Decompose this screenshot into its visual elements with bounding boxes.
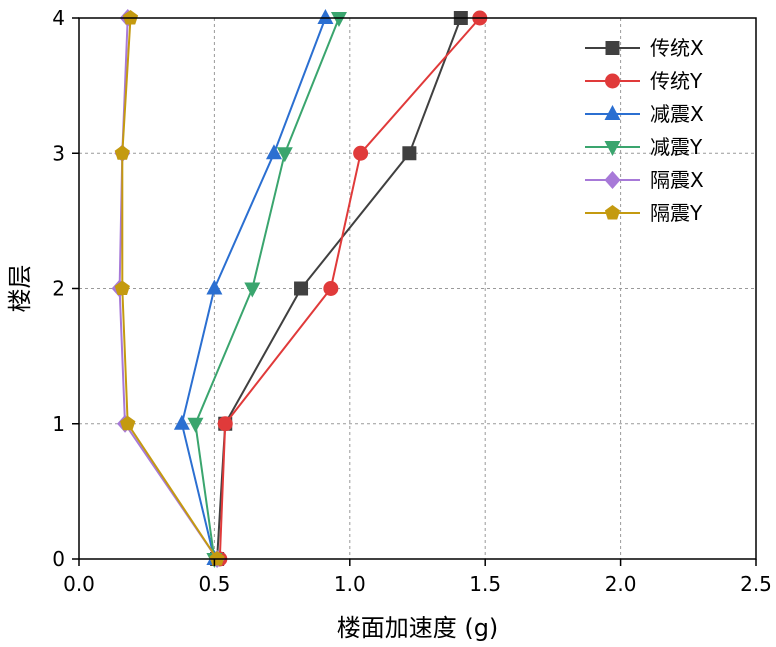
series-layer <box>111 9 488 568</box>
data-point <box>114 280 130 295</box>
y-tick-label: 4 <box>52 6 65 30</box>
y-tick-label: 0 <box>52 547 65 571</box>
data-point <box>402 146 417 161</box>
legend-item: 传统Y <box>585 69 703 93</box>
x-tick-label: 2.0 <box>605 572 637 596</box>
data-point <box>323 281 339 296</box>
series-6 <box>114 10 225 566</box>
legend-item: 传统X <box>585 36 704 60</box>
legend-item: 减震Y <box>585 135 703 159</box>
data-point <box>244 282 261 298</box>
legend-marker <box>604 105 621 120</box>
legend-label: 隔震X <box>650 168 704 192</box>
data-point <box>265 144 282 160</box>
x-tick-label: 0.5 <box>198 572 230 596</box>
legend-item: 隔震Y <box>585 201 703 225</box>
data-point <box>114 145 130 160</box>
legend: 传统X 传统Y 减震X 减震Y 隔震X 隔震Y <box>585 36 704 225</box>
legend-marker <box>604 141 621 156</box>
x-tick-label: 1.5 <box>469 572 501 596</box>
legend-marker <box>605 41 620 55</box>
legend-marker <box>604 171 621 189</box>
y-tick-label: 1 <box>52 412 65 436</box>
legend-label: 传统Y <box>650 69 703 93</box>
data-point <box>120 415 136 431</box>
legend-item: 减震X <box>585 102 704 126</box>
data-point <box>294 281 309 296</box>
x-axis-label: 楼面加速度 (g) <box>337 614 499 642</box>
legend-marker <box>604 205 621 220</box>
y-tick-label: 3 <box>52 141 65 165</box>
data-point <box>317 9 334 24</box>
ticks: 0.0 0.5 1.0 1.5 2.0 2.5 0 1 2 3 4 <box>52 6 772 596</box>
y-axis-label: 楼层 <box>6 265 34 313</box>
data-point <box>276 147 293 163</box>
x-tick-label: 0.0 <box>63 572 95 596</box>
data-point <box>206 279 223 295</box>
x-tick-label: 2.5 <box>740 572 772 596</box>
legend-item: 隔震X <box>585 168 704 192</box>
data-point <box>353 145 369 161</box>
legend-label: 传统X <box>650 36 704 60</box>
grid-lines <box>79 18 756 559</box>
legend-label: 减震X <box>650 102 704 126</box>
data-point <box>217 416 233 432</box>
x-tick-label: 1.0 <box>334 572 366 596</box>
legend-marker <box>605 73 620 89</box>
legend-label: 隔震Y <box>650 201 703 225</box>
legend-label: 减震Y <box>650 135 703 159</box>
data-point <box>173 414 190 430</box>
data-point <box>187 417 204 433</box>
data-point <box>330 12 347 27</box>
y-tick-label: 2 <box>52 277 65 301</box>
